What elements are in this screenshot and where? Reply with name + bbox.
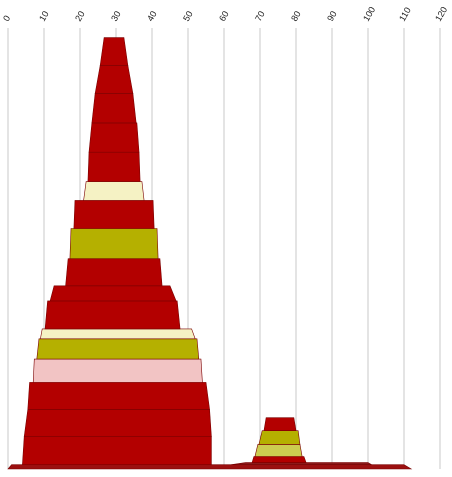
x-tick-label: 10: [37, 9, 51, 23]
band: [44, 300, 181, 330]
x-tick-label: 20: [73, 9, 87, 23]
band: [27, 382, 210, 410]
band: [7, 464, 413, 470]
band: [263, 417, 297, 431]
band: [22, 436, 212, 465]
band: [23, 409, 212, 437]
x-tick-label: 90: [325, 9, 339, 23]
x-tick-label: 110: [397, 6, 413, 23]
x-tick-label: 120: [433, 5, 449, 23]
band: [69, 228, 159, 259]
band: [258, 430, 301, 445]
x-tick-label: 40: [145, 9, 159, 23]
band: [254, 444, 303, 457]
band: [88, 122, 140, 153]
x-tick-label: 100: [361, 5, 377, 23]
band: [32, 358, 203, 383]
x-tick-label: 60: [217, 9, 231, 23]
band: [87, 151, 141, 182]
band: [231, 462, 373, 465]
band: [83, 181, 145, 201]
band: [99, 37, 129, 66]
band: [94, 65, 134, 94]
band: [73, 200, 155, 229]
band: [36, 338, 200, 360]
x-tick-label: 80: [289, 9, 303, 23]
band: [91, 93, 137, 124]
band: [49, 285, 177, 302]
x-tick-label: 0: [1, 14, 12, 23]
x-tick-label: 30: [109, 9, 123, 23]
x-tick-label: 50: [181, 9, 195, 23]
band: [40, 328, 196, 340]
x-tick-label: 70: [253, 9, 267, 23]
band: [65, 258, 163, 287]
band: [251, 456, 307, 463]
